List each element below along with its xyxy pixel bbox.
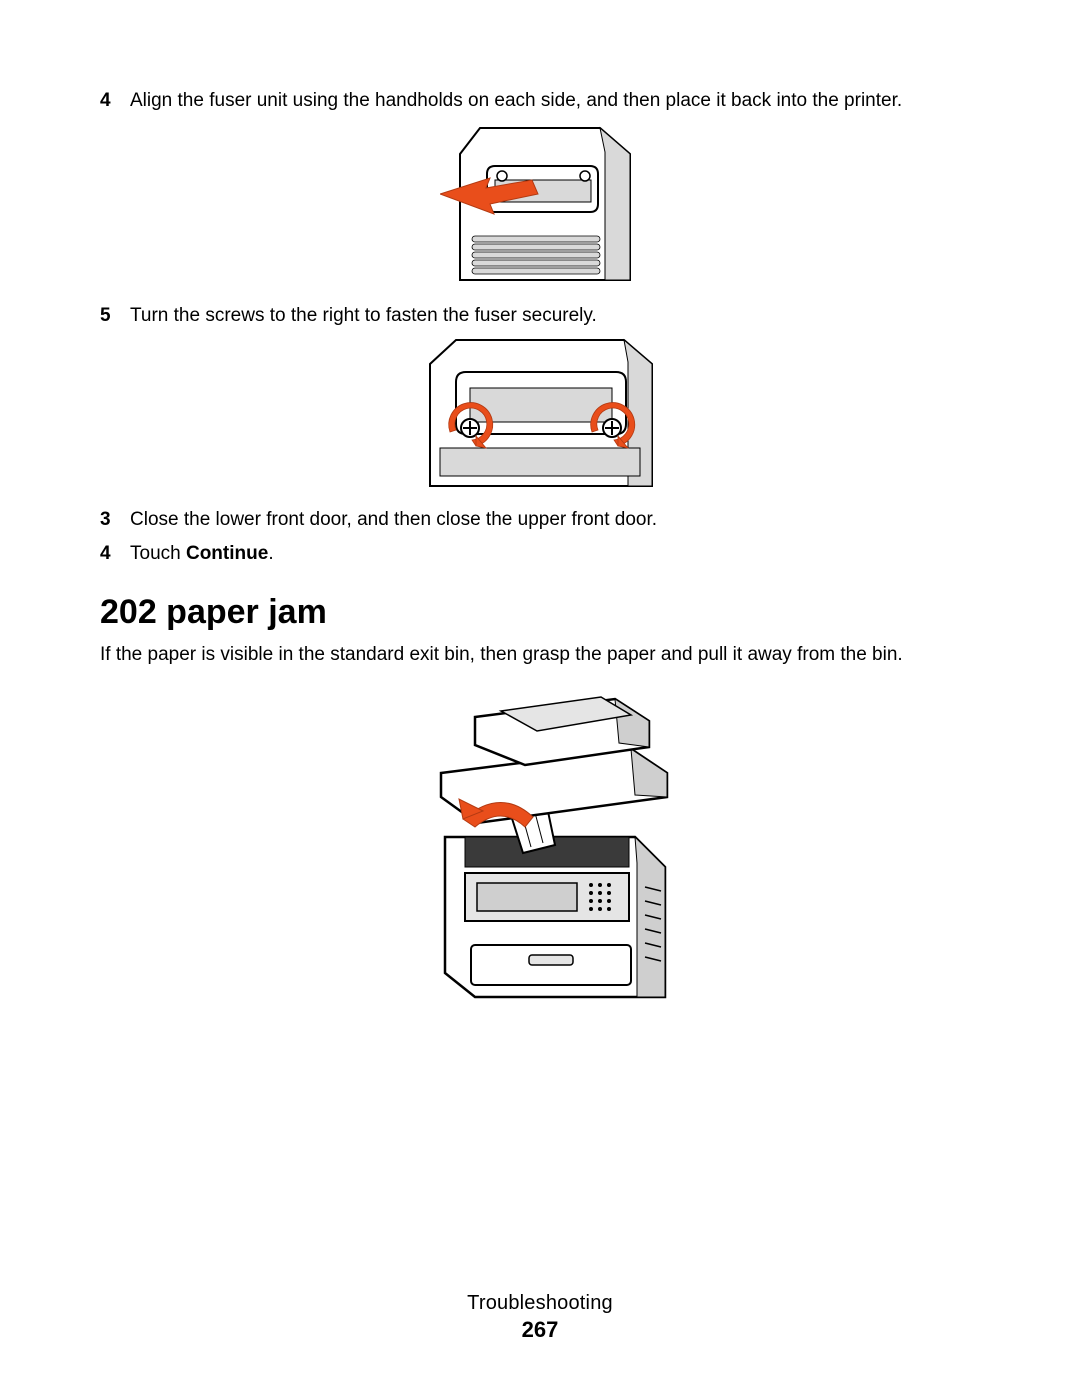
figure-printer xyxy=(100,677,980,1012)
section-heading: 202 paper jam xyxy=(100,593,980,632)
step-number: 3 xyxy=(100,507,130,533)
figure-fuser-screws xyxy=(100,338,980,493)
step-4b: 4 Touch Continue. xyxy=(100,541,980,567)
step-text: Align the fuser unit using the handholds… xyxy=(130,88,980,114)
step-suffix: . xyxy=(268,543,273,564)
body-paragraph: If the paper is visible in the standard … xyxy=(100,642,980,668)
step-5: 5 Turn the screws to the right to fasten… xyxy=(100,303,980,329)
step-text: Close the lower front door, and then clo… xyxy=(130,507,980,533)
page-footer: Troubleshooting 267 xyxy=(0,1292,1080,1343)
step-number: 4 xyxy=(100,88,130,114)
footer-section: Troubleshooting xyxy=(0,1292,1080,1315)
step-4: 4 Align the fuser unit using the handhol… xyxy=(100,88,980,114)
step-3b: 3 Close the lower front door, and then c… xyxy=(100,507,980,533)
step-number: 5 xyxy=(100,303,130,329)
step-text: Touch Continue. xyxy=(130,541,980,567)
step-prefix: Touch xyxy=(130,543,186,564)
step-number: 4 xyxy=(100,541,130,567)
footer-page-number: 267 xyxy=(0,1317,1080,1343)
step-text: Turn the screws to the right to fasten t… xyxy=(130,303,980,329)
step-bold: Continue xyxy=(186,543,268,564)
figure-fuser-insert xyxy=(100,124,980,289)
